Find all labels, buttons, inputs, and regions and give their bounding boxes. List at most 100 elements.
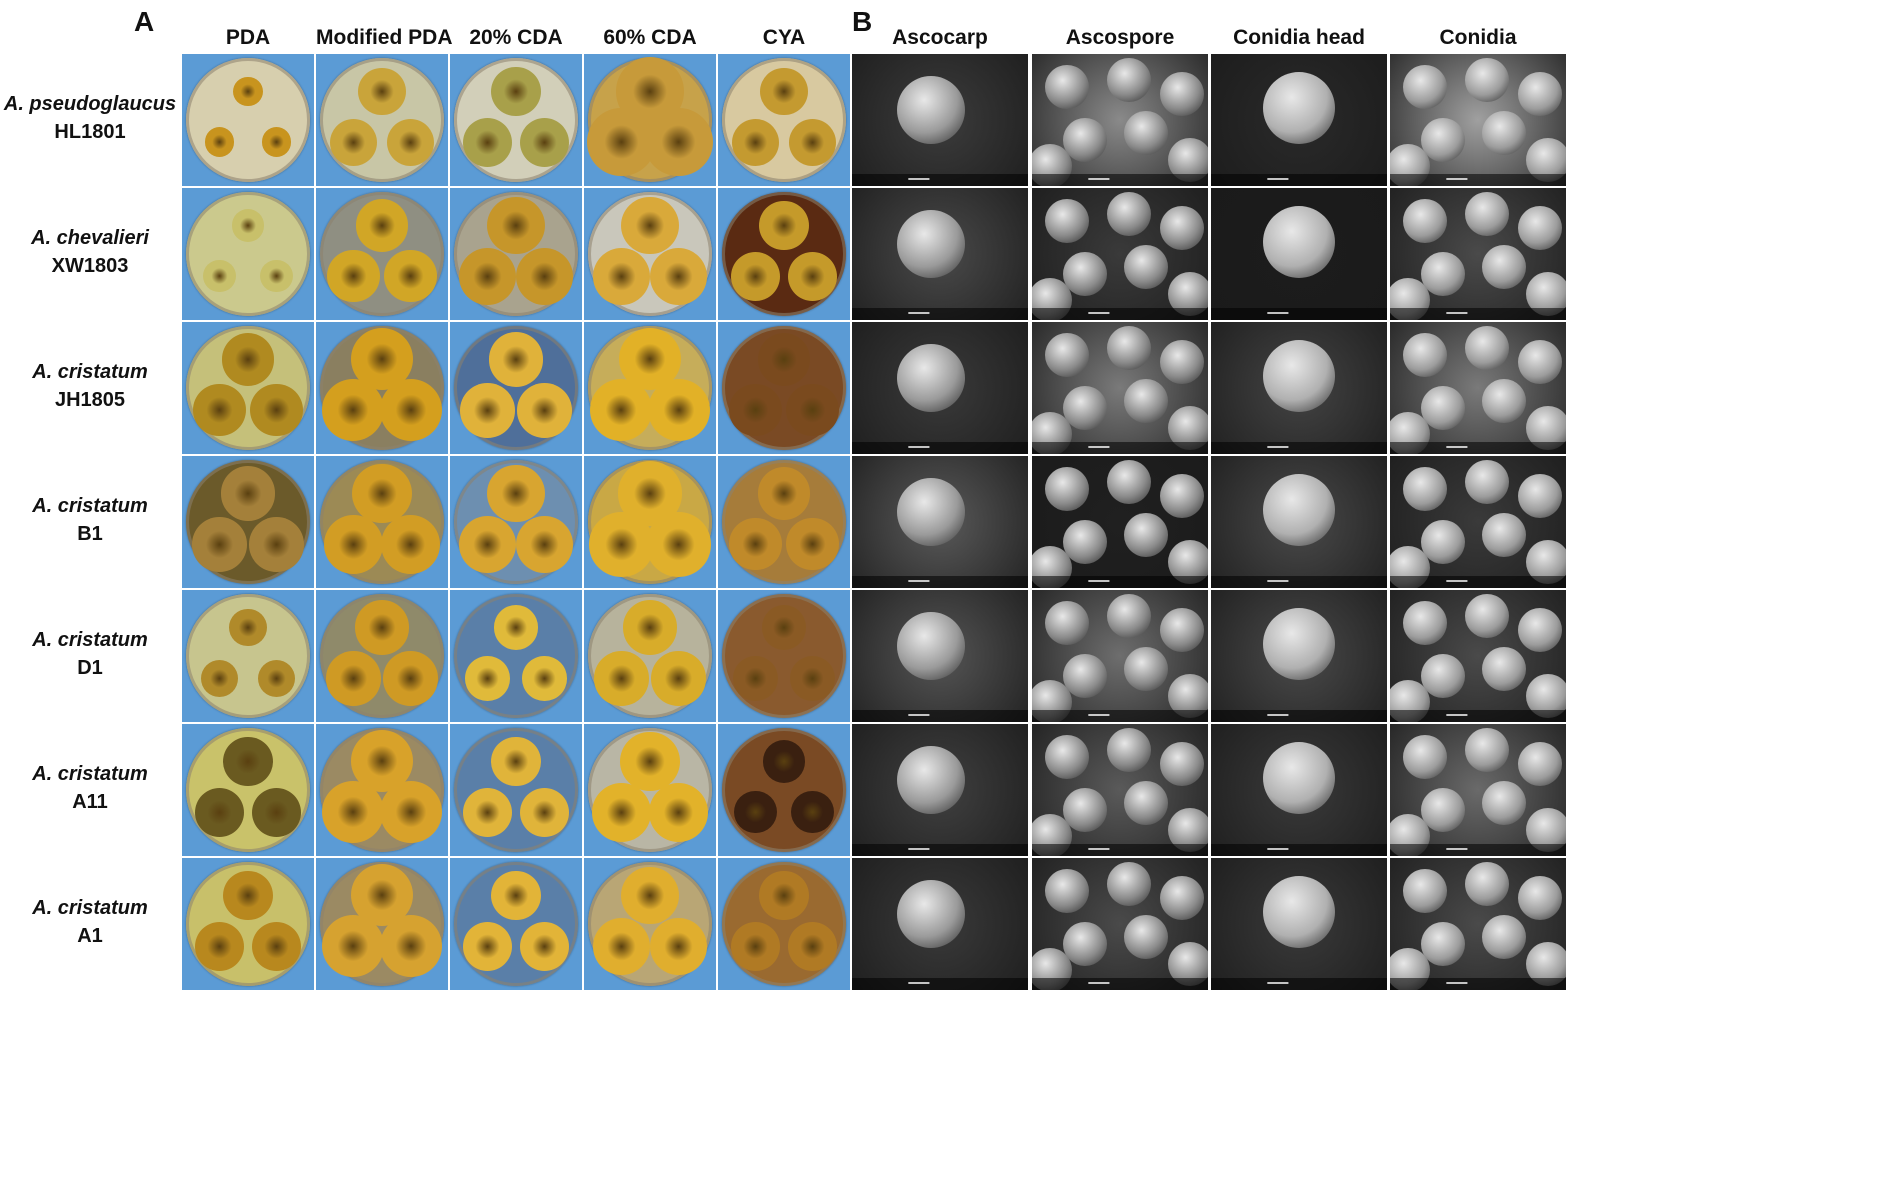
- sem-structure: [1124, 513, 1169, 558]
- sem-structure: [1482, 379, 1527, 424]
- sem-structure: [1106, 862, 1151, 907]
- sem-structure: [1464, 192, 1509, 237]
- fungal-colony: [354, 600, 410, 655]
- fungal-colony: [223, 736, 273, 787]
- sem-structure: [1482, 647, 1527, 692]
- petri-dish: [722, 594, 846, 718]
- fungal-colony: [650, 917, 708, 975]
- fungal-colony: [488, 332, 544, 387]
- culture-plate-photo: [718, 724, 850, 856]
- sem-structure: [1159, 71, 1204, 116]
- fungal-colony: [651, 651, 706, 706]
- culture-plate-photo: [450, 456, 582, 588]
- petri-dish: [186, 326, 310, 450]
- row-label: A. cristatum A11: [0, 760, 180, 816]
- sem-micrograph: [1390, 858, 1566, 990]
- fungal-colony: [250, 384, 303, 437]
- scale-bar-icon: [1267, 580, 1289, 582]
- fungal-colony: [522, 656, 567, 701]
- culture-plate-photo: [450, 724, 582, 856]
- strain-id: D1: [77, 657, 103, 679]
- sem-info-bar: [852, 978, 1028, 990]
- fungal-colony: [759, 870, 809, 921]
- sem-micrograph: [1211, 322, 1387, 454]
- scale-bar-icon: [1446, 312, 1468, 314]
- scale-bar-icon: [1088, 982, 1110, 984]
- culture-plate-photo: [182, 590, 314, 722]
- sem-structure: [1482, 781, 1527, 826]
- scale-bar-icon: [1267, 714, 1289, 716]
- fungal-colony: [465, 656, 510, 701]
- petri-dish: [454, 58, 578, 182]
- fungal-colony: [587, 108, 656, 177]
- petri-dish: [454, 594, 578, 718]
- petri-dish: [186, 594, 310, 718]
- culture-plate-photo: [182, 322, 314, 454]
- sem-micrograph: [852, 858, 1028, 990]
- sem-micrograph: [1211, 54, 1387, 186]
- petri-dish: [454, 460, 578, 584]
- sem-micrograph: [1032, 724, 1208, 856]
- sem-structure: [1124, 111, 1169, 156]
- petri-dish: [454, 862, 578, 986]
- sem-info-bar: [1390, 710, 1566, 722]
- fungal-colony: [261, 127, 292, 158]
- petri-dish: [722, 862, 846, 986]
- sem-info-bar: [852, 844, 1028, 856]
- sem-structure: [1464, 594, 1509, 639]
- sem-micrograph: [852, 188, 1028, 320]
- species-name: A. cristatum: [32, 897, 148, 919]
- fungal-colony: [730, 921, 781, 972]
- scale-bar-icon: [1446, 580, 1468, 582]
- fungal-colony: [519, 787, 570, 838]
- strain-id: A11: [72, 791, 108, 813]
- fungal-colony: [519, 117, 570, 168]
- sem-structure: [1403, 199, 1448, 243]
- petri-dish: [588, 862, 712, 986]
- fungal-colony: [786, 518, 839, 571]
- scale-bar-icon: [908, 580, 930, 582]
- petri-dish: [186, 460, 310, 584]
- sem-structure: [897, 76, 966, 144]
- sem-info-bar: [1032, 978, 1208, 990]
- sem-structure: [897, 478, 966, 546]
- fungal-colony: [194, 787, 245, 838]
- sem-structure: [1403, 601, 1448, 645]
- scale-bar-icon: [1446, 982, 1468, 984]
- fungal-colony: [487, 464, 545, 522]
- sem-structure: [897, 746, 966, 814]
- fungal-colony: [730, 251, 781, 302]
- scale-bar-icon: [1088, 312, 1110, 314]
- fungal-colony: [323, 514, 384, 575]
- fungal-colony: [380, 514, 441, 575]
- sem-structure: [1420, 117, 1465, 162]
- fungal-colony: [757, 467, 811, 520]
- sem-structure: [1045, 467, 1090, 511]
- fungal-colony: [620, 731, 680, 792]
- sem-micrograph: [1390, 724, 1566, 856]
- sem-structure: [1045, 65, 1090, 109]
- fungal-colony: [379, 781, 442, 844]
- scale-bar-icon: [1088, 446, 1110, 448]
- fungal-colony: [491, 736, 541, 787]
- species-name: A. chevalieri: [31, 227, 149, 249]
- sem-structure: [1403, 333, 1448, 377]
- sem-structure: [1482, 915, 1527, 960]
- scale-bar-icon: [1267, 446, 1289, 448]
- sem-structure: [1482, 513, 1527, 558]
- sem-structure: [1106, 326, 1151, 371]
- culture-plate-photo: [718, 188, 850, 320]
- fungal-colony: [786, 384, 839, 437]
- culture-plate-photo: [316, 590, 448, 722]
- culture-plate-photo: [316, 322, 448, 454]
- scale-bar-icon: [1088, 714, 1110, 716]
- sem-structure: [1420, 251, 1465, 296]
- fungal-colony: [384, 250, 437, 303]
- sem-structure: [1124, 781, 1169, 826]
- fungal-colony: [589, 512, 654, 577]
- fungal-colony: [352, 463, 412, 524]
- petri-dish: [186, 862, 310, 986]
- sem-micrograph: [852, 322, 1028, 454]
- petri-dish: [320, 460, 444, 584]
- panel-b-header-1: Ascospore: [1065, 26, 1175, 49]
